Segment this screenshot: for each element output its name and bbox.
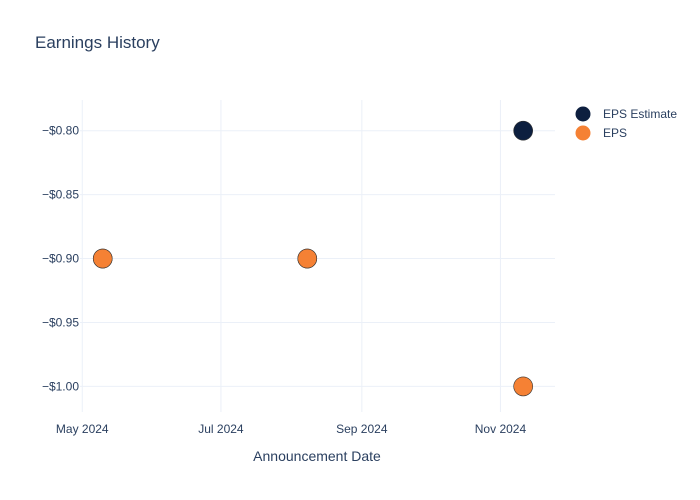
eps-point[interactable] bbox=[92, 248, 113, 269]
legend-item-eps-estimate[interactable]: EPS Estimate bbox=[575, 106, 678, 122]
eps-point[interactable] bbox=[513, 376, 533, 397]
x-tick-label: Sep 2024 bbox=[336, 422, 388, 436]
x-axis-ticks: May 2024 Jul 2024 Sep 2024 Nov 2024 bbox=[56, 422, 527, 436]
legend-item-eps[interactable]: EPS bbox=[575, 125, 628, 141]
legend: EPS Estimate EPS bbox=[575, 106, 678, 141]
eps-point[interactable] bbox=[297, 248, 318, 269]
x-axis-title: Announcement Date bbox=[253, 448, 381, 464]
x-tick-label: Jul 2024 bbox=[198, 422, 244, 436]
eps-estimate-point[interactable] bbox=[513, 120, 533, 141]
y-tick-label: −$0.85 bbox=[42, 188, 79, 202]
y-tick-label: −$0.90 bbox=[42, 252, 79, 266]
legend-label: EPS bbox=[603, 126, 627, 140]
y-tick-label: −$0.95 bbox=[42, 315, 79, 329]
y-tick-label: −$0.80 bbox=[42, 124, 79, 138]
legend-label: EPS Estimate bbox=[603, 107, 677, 121]
legend-marker bbox=[575, 106, 591, 122]
x-tick-label: May 2024 bbox=[56, 422, 109, 436]
grid-lines bbox=[80, 100, 555, 412]
data-markers bbox=[92, 120, 533, 397]
y-tick-label: −$1.00 bbox=[42, 379, 79, 393]
chart-title: Earnings History bbox=[35, 33, 160, 52]
y-axis-ticks: −$0.80 −$0.85 −$0.90 −$0.95 −$1.00 bbox=[42, 124, 79, 394]
x-tick-label: Nov 2024 bbox=[475, 422, 527, 436]
legend-marker bbox=[575, 125, 591, 141]
